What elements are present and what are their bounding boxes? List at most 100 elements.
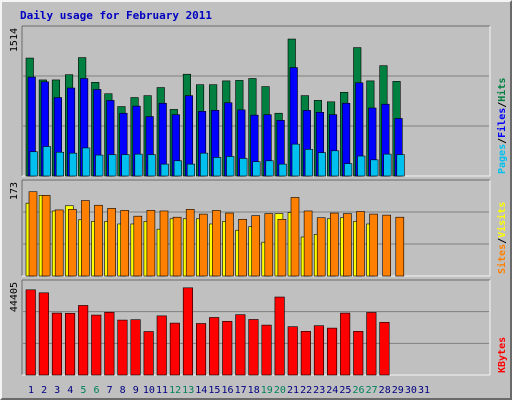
bar-pages-day-4 — [69, 152, 78, 177]
x-tick-label: 29 — [392, 385, 404, 396]
bar-kbytes-day-25 — [340, 312, 351, 376]
bar-pages-day-8 — [121, 154, 130, 177]
x-tick-label: 1 — [28, 385, 34, 396]
bar-sites-day-14 — [199, 213, 208, 277]
bar-sites-day-7 — [107, 208, 116, 277]
bar-kbytes-day-15 — [209, 317, 220, 376]
bar-kbytes-day-24 — [326, 327, 338, 376]
bar-kbytes-day-27 — [366, 312, 377, 376]
bar-sites-day-8 — [120, 210, 129, 277]
chart-title: Daily usage for February 2011 — [20, 9, 212, 22]
x-tick-label: 26 — [352, 385, 364, 396]
bar-sites-day-15 — [212, 210, 221, 277]
x-tick-label: 13 — [182, 385, 194, 396]
bar-pages-day-1 — [29, 151, 38, 177]
x-tick-label: 4 — [67, 385, 73, 396]
bar-sites-day-26 — [356, 211, 365, 277]
bar-sites-day-23 — [316, 217, 326, 277]
bar-sites-day-11 — [159, 210, 169, 277]
bar-pages-day-9 — [134, 153, 143, 177]
x-tick-label: 22 — [300, 385, 312, 396]
bar-sites-day-25 — [343, 213, 352, 277]
bar-kbytes-day-11 — [156, 315, 167, 376]
bar-pages-day-25 — [344, 163, 353, 177]
x-tick-label: 31 — [418, 385, 430, 396]
ymax-label: 173 — [9, 182, 20, 200]
bar-pages-day-3 — [55, 151, 65, 177]
x-tick-label: 16 — [221, 385, 233, 396]
bar-pages-day-22 — [304, 149, 313, 177]
bar-kbytes-day-23 — [313, 325, 325, 376]
bar-sites-day-22 — [303, 210, 313, 277]
bar-sites-day-20 — [277, 218, 287, 277]
legend: KBytes — [497, 337, 508, 373]
bar-pages-day-12 — [173, 160, 182, 177]
x-tick-label: 6 — [93, 385, 99, 396]
bar-kbytes-day-18 — [248, 319, 259, 376]
legend-entry-files: Files — [496, 108, 508, 138]
x-tick-label: 28 — [379, 385, 391, 396]
bar-sites-day-3 — [54, 209, 64, 277]
x-tick-label: 21 — [287, 385, 299, 396]
bar-pages-day-2 — [42, 146, 51, 177]
bar-kbytes-day-8 — [117, 319, 128, 376]
bar-kbytes-day-14 — [196, 323, 207, 376]
bar-pages-day-23 — [317, 152, 327, 177]
x-tick-label: 3 — [54, 385, 60, 396]
ymax-label: 44405 — [9, 282, 20, 312]
legend-separator: / — [497, 238, 508, 244]
bar-pages-day-26 — [357, 155, 366, 177]
bar-pages-day-16 — [226, 156, 235, 177]
x-tick-label: 2 — [41, 385, 47, 396]
legend-entry-hits: Hits — [496, 78, 508, 102]
bar-sites-day-21 — [290, 197, 300, 277]
bar-sites-day-19 — [264, 213, 274, 277]
x-tick-label: 27 — [366, 385, 378, 396]
bar-kbytes-day-2 — [38, 292, 49, 376]
bar-kbytes-day-1 — [25, 289, 36, 376]
bar-kbytes-day-26 — [353, 331, 364, 376]
x-tick-label: 8 — [120, 385, 126, 396]
x-tick-label: 18 — [248, 385, 260, 396]
bar-pages-day-7 — [108, 154, 117, 177]
bar-sites-day-17 — [238, 218, 247, 277]
legend: Pages/Files/Hits — [496, 78, 508, 174]
x-tick-label: 5 — [80, 385, 86, 396]
bar-kbytes-day-16 — [222, 320, 233, 376]
legend-entry-pages: Pages — [497, 144, 508, 174]
legend-separator: / — [497, 138, 508, 144]
x-tick-label: 12 — [169, 385, 181, 396]
x-tick-label: 17 — [235, 385, 247, 396]
bar-pages-day-24 — [330, 150, 340, 177]
x-tick-label: 30 — [405, 385, 417, 396]
bar-pages-day-18 — [252, 161, 261, 177]
x-tick-label: 7 — [107, 385, 113, 396]
bar-pages-day-21 — [291, 143, 300, 177]
x-tick-label: 25 — [339, 385, 351, 396]
bar-sites-day-1 — [28, 191, 38, 277]
bar-kbytes-day-21 — [287, 326, 298, 376]
bar-pages-day-19 — [265, 160, 274, 177]
legend-entry-visits: Visits — [496, 202, 508, 238]
bar-kbytes-day-5 — [78, 305, 89, 376]
legend-entry-sites: Sites — [496, 244, 508, 274]
bar-kbytes-day-22 — [300, 331, 311, 376]
bar-sites-day-10 — [146, 210, 156, 277]
bar-kbytes-day-28 — [379, 321, 390, 376]
bar-kbytes-day-6 — [91, 314, 102, 376]
x-tick-label: 14 — [195, 385, 207, 396]
bar-sites-day-16 — [225, 212, 234, 277]
bar-kbytes-day-20 — [274, 296, 285, 376]
bar-pages-day-10 — [147, 154, 156, 177]
legend: Sites/Visits — [496, 202, 508, 274]
bar-kbytes-day-9 — [130, 319, 141, 376]
bar-pages-day-11 — [160, 163, 169, 177]
bar-pages-day-27 — [370, 159, 379, 177]
bar-sites-day-28 — [382, 214, 392, 277]
bar-kbytes-day-4 — [65, 312, 76, 376]
bar-pages-day-15 — [213, 157, 222, 177]
legend-entry-kbytes: KBytes — [497, 337, 508, 373]
x-tick-label: 20 — [274, 385, 286, 396]
x-tick-label: 15 — [208, 385, 220, 396]
